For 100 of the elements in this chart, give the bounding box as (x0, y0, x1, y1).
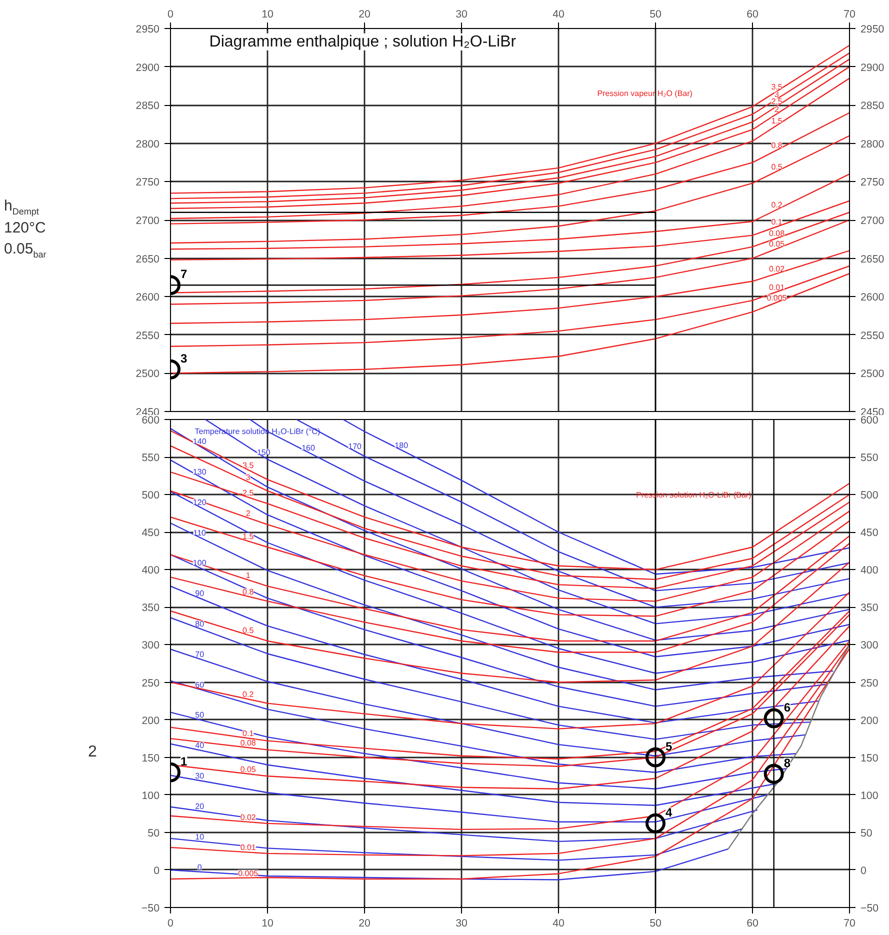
series-label: 10 (195, 832, 205, 842)
x2-tick-label: 30 (456, 8, 468, 20)
y2-tick-label: 2800 (860, 138, 884, 150)
series-label: 170 (348, 442, 362, 452)
y2-tick-label: 350 (860, 602, 878, 614)
annotation: 8 (784, 756, 791, 770)
y-tick-label: −50 (141, 902, 160, 914)
y2-tick-label: 2600 (860, 292, 884, 304)
x2-tick-label: 70 (844, 8, 856, 20)
y-tick-label: 150 (142, 752, 160, 764)
series-label: 2.5 (771, 97, 783, 106)
series-label: 2 (246, 508, 251, 518)
annotation: 5 (666, 739, 672, 754)
x-tick-label: 70 (844, 918, 856, 930)
y-tick-label: 200 (142, 714, 160, 727)
series-label: 140 (192, 437, 207, 446)
series-label: 3.5 (242, 460, 254, 470)
y2-tick-label: 50 (860, 827, 872, 840)
y-tick-label: 400 (142, 564, 160, 577)
annotation: 1 (180, 754, 188, 768)
x2-tick-label: 50 (650, 8, 662, 20)
series-label: 0.05 (240, 764, 256, 774)
y2-tick-label: 600 (860, 414, 878, 426)
y-tick-label: 2650 (136, 253, 160, 266)
y2-tick-label: 500 (860, 490, 878, 502)
series-label: 1.5 (771, 116, 783, 126)
y-tick-label: 2900 (136, 62, 160, 74)
x2-tick-label: 60 (746, 8, 758, 20)
y-tick-label: 600 (142, 414, 160, 426)
x-tick-label: 20 (358, 918, 370, 930)
series-label: 0.01 (240, 843, 256, 852)
x2-tick-label: 20 (358, 8, 370, 20)
y2-tick-label: 2900 (860, 62, 884, 74)
annotation: 7 (180, 267, 188, 282)
x-tick-label: 40 (552, 918, 564, 930)
series-label: 0.2 (771, 200, 783, 210)
text: 2 (88, 742, 97, 763)
series-label: 0.02 (240, 812, 256, 822)
y2-tick-label: 2850 (860, 100, 884, 112)
y2-tick-label: 150 (860, 752, 878, 764)
x-tick-label: 10 (262, 918, 274, 930)
series-label: 3 (774, 90, 780, 99)
y-tick-label: 2500 (136, 368, 160, 380)
x2-tick-label: 40 (552, 8, 564, 20)
series-label: 2 (774, 104, 780, 114)
y-tick-label: 350 (142, 602, 160, 614)
y-tick-label: 2850 (136, 100, 160, 112)
series-label: 0.08 (768, 229, 786, 238)
series-label: 2.5 (242, 488, 254, 498)
y2-tick-label: 2550 (860, 330, 884, 342)
annotation: 3 (180, 351, 188, 366)
series-label: 0.02 (768, 264, 786, 274)
y-tick-label: 2700 (136, 215, 160, 227)
y-tick-label: 250 (142, 677, 160, 690)
series-label: 0.2 (242, 690, 254, 700)
y-tick-label: 2950 (136, 24, 160, 36)
y-tick-label: 0 (154, 864, 160, 877)
series-label: 20 (195, 802, 205, 811)
y-tick-label: 550 (142, 452, 160, 464)
y-tick-label: 500 (142, 490, 160, 502)
series-label: 70 (195, 650, 205, 659)
y2-tick-label: 2750 (860, 176, 884, 189)
series-label: 50 (195, 710, 205, 720)
y2-tick-label: 2650 (860, 253, 884, 266)
series-label: 3 (246, 472, 251, 482)
annotation: Pression vapeur H₂O (Bar) (597, 89, 693, 98)
series-label: 60 (195, 680, 205, 690)
text: 120°C (4, 218, 46, 238)
series-label: 0.8 (771, 141, 783, 150)
y2-tick-label: 550 (860, 452, 878, 464)
series-label: 150 (256, 448, 271, 457)
y2-tick-label: −50 (860, 902, 879, 914)
y2-tick-label: 250 (860, 677, 878, 690)
series-label: 100 (192, 558, 207, 568)
y-tick-label: 100 (142, 790, 160, 802)
y-tick-label: 300 (142, 640, 160, 652)
series-label: 0.1 (771, 218, 783, 227)
y2-tick-label: 0 (860, 864, 866, 877)
series-label: 0.005 (766, 293, 788, 302)
series-label: 0 (197, 862, 202, 872)
y-tick-label: 2800 (136, 138, 160, 150)
x-tick-label: 0 (168, 918, 174, 930)
x-tick-label: 30 (456, 918, 468, 930)
y2-tick-label: 2500 (860, 368, 884, 380)
y2-tick-label: 400 (860, 564, 878, 577)
series-label: 40 (195, 741, 205, 750)
annotation: 6 (784, 700, 791, 714)
x2-tick-label: 0 (168, 8, 174, 20)
series-label: 0.1 (242, 729, 254, 738)
y2-tick-label: 300 (860, 640, 878, 652)
series-label: 80 (195, 620, 205, 629)
series-label: 0.05 (768, 240, 786, 249)
series-label: 120 (192, 498, 207, 507)
annotation: 4 (666, 805, 672, 820)
series-label: 0.5 (242, 626, 254, 635)
x2-tick-label: 10 (262, 8, 274, 20)
y-tick-label: 450 (142, 527, 160, 540)
text: h$_{Dempt}$ (4, 196, 39, 218)
series-label: 3.5 (771, 82, 783, 92)
series-label: 110 (193, 528, 207, 538)
